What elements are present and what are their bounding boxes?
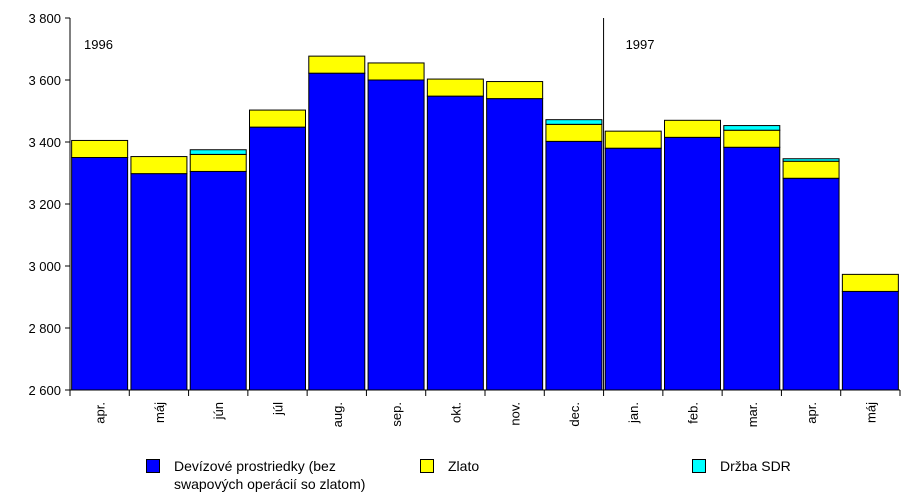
- x-tick-label-5: sep.: [389, 402, 404, 427]
- x-tick-label-10: feb.: [686, 402, 701, 424]
- bar-segment-gold-0: [71, 139, 129, 158]
- axes-group: [65, 17, 901, 396]
- x-tick-label-7: nov.: [508, 402, 523, 426]
- legend-label-gold: Zlato: [448, 458, 480, 474]
- bar-segment-sdr-11: [723, 125, 781, 131]
- bar-segment-fx-12: [782, 177, 840, 391]
- x-tick-label-6: okt.: [448, 402, 463, 423]
- bar-segment-sdr-2: [189, 149, 247, 155]
- y-tick-label-5: 3 600: [28, 73, 61, 88]
- x-tick-label-2: jún: [211, 402, 226, 420]
- legend-label-foreign-exchange: Devízové prostriedky (bez: [174, 458, 336, 474]
- y-tick-label-3: 3 200: [28, 197, 61, 212]
- bar-segment-fx-7: [486, 98, 544, 391]
- bar-segment-gold-1: [130, 156, 188, 175]
- bar-segment-fx-2: [189, 170, 247, 391]
- bar-segment-fx-3: [249, 126, 306, 391]
- legend-label-sdr: Držba SDR: [720, 458, 791, 474]
- legend-swatch-sdr: [692, 459, 706, 473]
- x-tick-label-13: máj: [863, 402, 878, 423]
- bar-segment-gold-6: [426, 78, 484, 97]
- bar-segment-fx-5: [367, 79, 425, 391]
- legend-label-foreign-exchange-line2: swapových operácií so zlatom): [174, 476, 366, 492]
- bars-group: [71, 55, 899, 391]
- x-tick-label-0: apr.: [93, 402, 108, 424]
- legend-swatch-gold: [420, 459, 434, 473]
- bar-segment-gold-2: [189, 153, 247, 172]
- bar-segment-gold-9: [604, 130, 662, 149]
- y-tick-label-2: 3 000: [28, 259, 61, 274]
- stacked-bar-chart: 2 600 2 800 3 000 3 200 3 400 3 600 3 800 apr. m…: [28, 11, 901, 427]
- bar-segment-fx-10: [664, 136, 721, 391]
- bar-segment-fx-1: [130, 173, 188, 391]
- bar-segment-fx-9: [604, 147, 662, 391]
- bar-segment-gold-5: [367, 62, 425, 81]
- year-annotation-1997: 1997: [626, 37, 655, 52]
- bar-segment-gold-7: [486, 81, 544, 100]
- bar-segment-fx-13: [841, 290, 899, 391]
- bar-segment-fx-6: [426, 95, 484, 391]
- x-tick-label-11: mar.: [745, 402, 760, 427]
- bar-segment-gold-10: [664, 119, 721, 138]
- labels-group: 2 600 2 800 3 000 3 200 3 400 3 600 3 800 apr. m…: [28, 11, 878, 427]
- x-tick-label-9: jan.: [626, 402, 641, 424]
- y-tick-label-0: 2 600: [28, 383, 61, 398]
- bar-segment-fx-11: [723, 146, 781, 391]
- legend-swatch-foreign-exchange: [146, 459, 160, 473]
- x-tick-label-3: júl: [271, 402, 286, 416]
- x-tick-label-4: aug.: [330, 402, 345, 427]
- bar-segment-sdr-8: [545, 119, 603, 125]
- year-annotation-1996: 1996: [84, 37, 113, 52]
- x-tick-label-12: apr.: [804, 402, 819, 424]
- bar-segment-fx-8: [545, 140, 603, 391]
- bar-segment-fx-0: [71, 157, 129, 391]
- bar-segment-gold-3: [249, 109, 306, 128]
- y-tick-label-4: 3 400: [28, 135, 61, 150]
- bar-segment-fx-4: [308, 72, 366, 391]
- bar-segment-gold-4: [308, 55, 366, 74]
- y-tick-label-6: 3 800: [28, 11, 61, 26]
- y-tick-label-1: 2 800: [28, 321, 61, 336]
- x-tick-label-8: dec.: [567, 402, 582, 427]
- bar-segment-gold-8: [545, 123, 603, 142]
- x-tick-label-1: máj: [152, 402, 167, 423]
- bar-segment-gold-12: [782, 160, 840, 179]
- bar-segment-gold-11: [723, 129, 781, 148]
- bar-segment-gold-13: [841, 273, 899, 292]
- bar-segment-sdr-12: [782, 158, 840, 162]
